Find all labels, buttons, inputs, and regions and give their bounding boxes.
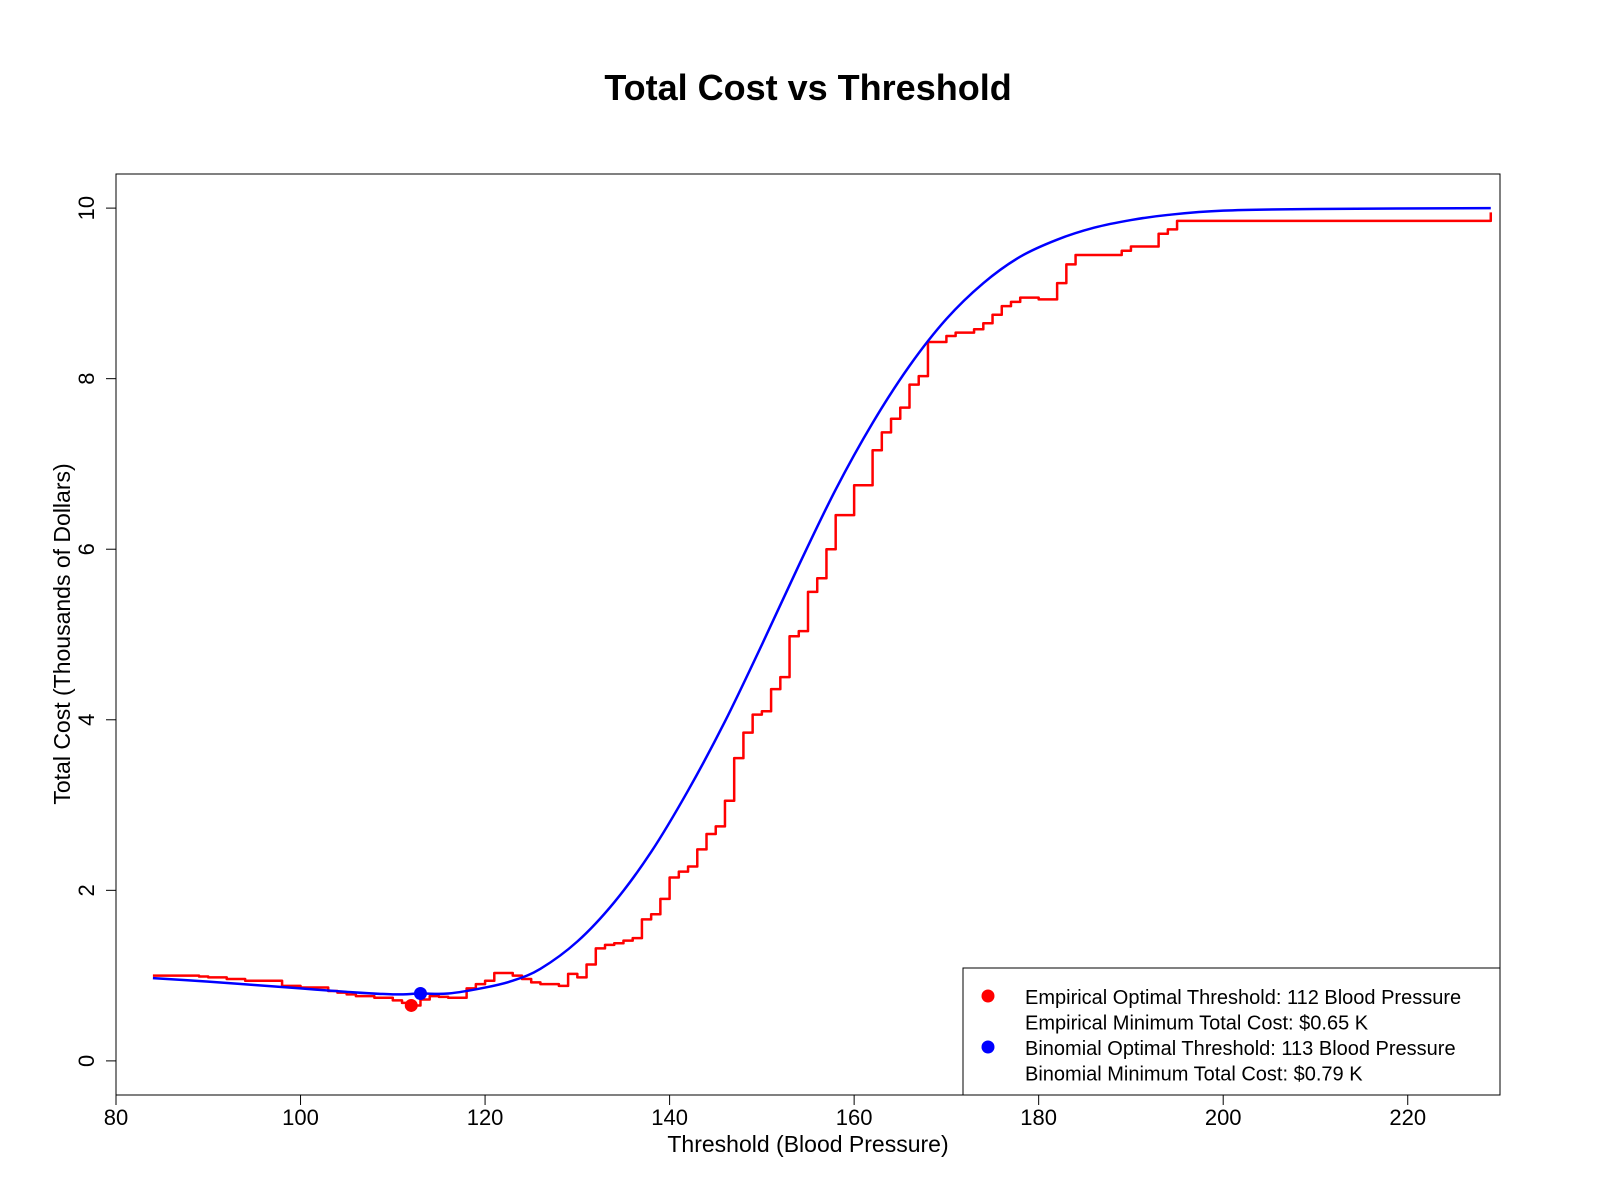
y-tick-label: 4 [74,714,99,726]
y-axis-label: Total Cost (Thousands of Dollars) [49,463,75,804]
series-layer [152,206,1493,1007]
y-tick-label: 8 [74,373,99,385]
empirical-optimum-point [404,998,418,1012]
legend-entry: Binomial Optimal Threshold: 113 Blood Pr… [1025,1038,1456,1060]
y-tick-label: 10 [74,196,99,220]
x-axis: 80 100 120 140 160 180 200 220 [104,1094,1426,1130]
x-tick-label: 80 [104,1105,128,1130]
legend-marker [981,989,995,1003]
binomial-series-line [152,206,1491,996]
chart-title: Total Cost vs Threshold [604,67,1011,108]
x-axis-label: Threshold (Blood Pressure) [667,1131,948,1157]
y-tick-label: 6 [74,543,99,555]
y-axis: 0 2 4 6 8 10 [74,196,117,1067]
legend-entry: Empirical Optimal Threshold: 112 Blood P… [1025,987,1461,1009]
legend-entry: Empirical Minimum Total Cost: $0.65 K [1025,1013,1369,1035]
legend-items: Empirical Optimal Threshold: 112 Blood P… [981,987,1461,1086]
x-tick-label: 120 [467,1105,504,1130]
legend-marker [981,1040,995,1054]
legend-entry: Binomial Minimum Total Cost: $0.79 K [1025,1064,1363,1086]
x-tick-label: 200 [1205,1105,1242,1130]
y-tick-label: 2 [74,884,99,896]
y-tick-label: 0 [74,1055,99,1067]
x-tick-label: 140 [651,1105,688,1130]
legend: Empirical Optimal Threshold: 112 Blood P… [962,967,1501,1096]
x-tick-label: 100 [282,1105,319,1130]
binomial-optimum-point [413,987,427,1001]
empirical-series-line [152,212,1493,1007]
x-tick-label: 180 [1020,1105,1057,1130]
x-tick-label: 220 [1389,1105,1426,1130]
x-tick-label: 160 [836,1105,873,1130]
legend-box [962,967,1501,1096]
plot-frame [115,173,1501,1096]
points-layer [404,987,427,1012]
